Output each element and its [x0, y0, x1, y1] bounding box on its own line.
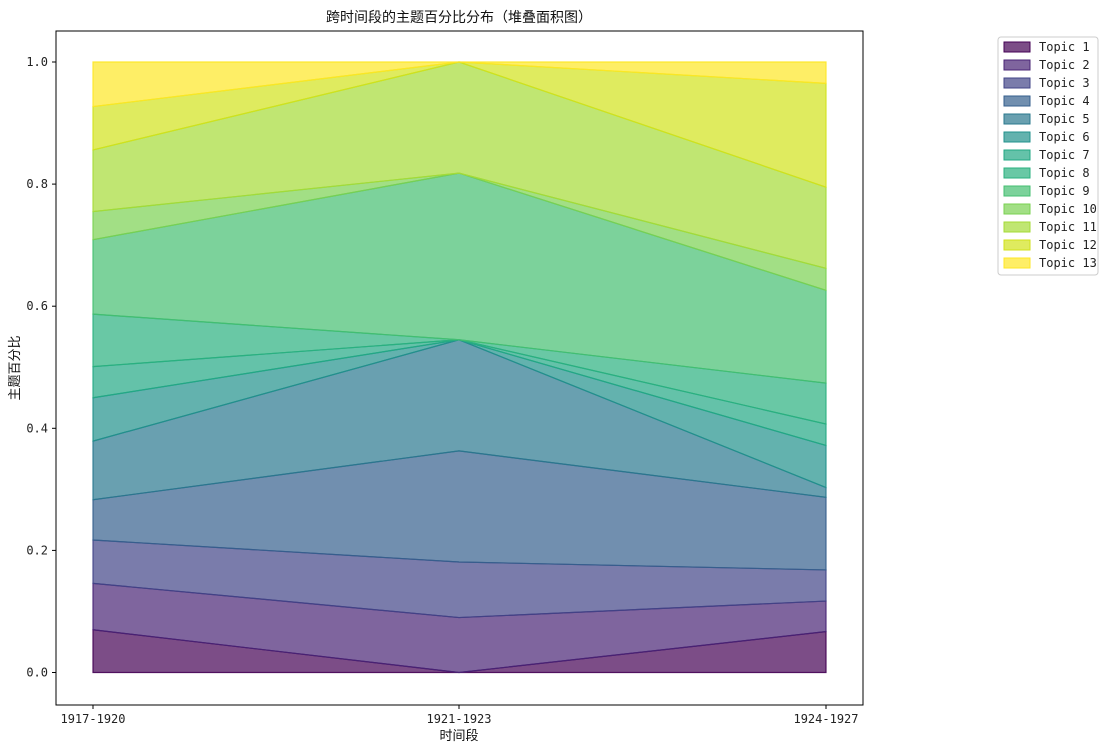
legend-swatch	[1003, 77, 1031, 89]
y-tick-label: 0.6	[26, 299, 48, 313]
legend: Topic 1 Topic 2 Topic 3 Topic 4 Topic 5 Topic…	[997, 36, 1099, 276]
y-tick-label: 0.8	[26, 177, 48, 191]
legend-label: Topic 7	[1039, 148, 1090, 162]
legend-swatch	[1003, 185, 1031, 197]
y-tick-label: 1.0	[26, 55, 48, 69]
legend-label: Topic 6	[1039, 130, 1090, 144]
area-series-13	[92, 61, 827, 108]
legend-swatch	[1003, 257, 1031, 269]
legend-label: Topic 1	[1039, 40, 1090, 54]
legend-label: Topic 12	[1039, 238, 1097, 252]
legend-label: Topic 5	[1039, 112, 1090, 126]
x-tick-label: 1924-1927	[793, 712, 858, 726]
y-tick-label: 0.4	[26, 421, 48, 435]
y-tick-label: 0.0	[26, 666, 48, 680]
x-tick-label: 1917-1920	[60, 712, 125, 726]
legend-label: Topic 4	[1039, 94, 1090, 108]
legend-label: Topic 10	[1039, 202, 1097, 216]
legend-swatch	[1003, 113, 1031, 125]
y-axis: 0.0 0.2 0.4 0.6 0.8 1.0	[26, 55, 56, 680]
y-tick-label: 0.2	[26, 543, 48, 557]
legend-swatch	[1003, 221, 1031, 233]
legend-swatch	[1003, 239, 1031, 251]
legend-label: Topic 3	[1039, 76, 1090, 90]
legend-swatch	[1003, 95, 1031, 107]
legend-swatch	[1003, 167, 1031, 179]
legend-label: Topic 2	[1039, 58, 1090, 72]
legend-label: Topic 13	[1039, 256, 1097, 270]
legend-label: Topic 11	[1039, 220, 1097, 234]
chart-title: 跨时间段的主题百分比分布（堆叠面积图）	[326, 10, 592, 26]
legend-swatch	[1003, 131, 1031, 143]
legend-swatch	[1003, 41, 1031, 53]
y-axis-title: 主题百分比	[8, 335, 23, 400]
legend-label: Topic 9	[1039, 184, 1090, 198]
legend-swatch	[1003, 203, 1031, 215]
legend-swatch	[1003, 149, 1031, 161]
x-tick-label: 1921-1923	[426, 712, 491, 726]
x-axis: 1917-1920 1921-1923 1924-1927	[60, 705, 859, 726]
area-layers	[92, 61, 827, 674]
legend-swatch	[1003, 59, 1031, 71]
legend-label: Topic 8	[1039, 166, 1090, 180]
x-axis-title: 时间段	[439, 729, 478, 744]
